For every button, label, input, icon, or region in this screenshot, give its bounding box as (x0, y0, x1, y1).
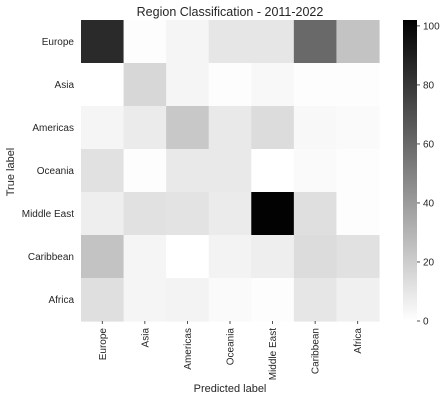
x-tick-label: Africa (353, 328, 364, 354)
heatmap-cell-4-6 (336, 192, 380, 236)
heatmap-cell-4-1 (123, 192, 167, 236)
heatmap-cell-3-5 (293, 149, 338, 193)
heatmap-cell-3-4 (251, 149, 295, 193)
colorbar-tick-label: 20 (423, 257, 435, 268)
x-tick-labels: Europe Asia Americas Oceania Middle East Cari… (98, 321, 364, 380)
x-tick-label: Oceania (226, 328, 237, 366)
x-axis-label: Predicted label (194, 383, 267, 395)
heatmap-cell-5-2 (166, 235, 210, 279)
heatmap-cell-2-4 (251, 106, 295, 150)
heatmap-cell-4-5 (293, 192, 338, 236)
heatmap-cell-3-0 (81, 149, 125, 193)
y-tick-label: Middle East (22, 209, 74, 220)
colorbar-tick-label: 60 (423, 139, 435, 150)
x-tick-label: Caribbean (311, 328, 322, 374)
heatmap-cell-2-3 (208, 106, 252, 150)
heatmap-cell-2-2 (166, 106, 210, 150)
colorbar-tick-label: 100 (423, 21, 440, 32)
heatmap-cell-5-6 (336, 235, 380, 279)
heatmap-cell-4-4 (251, 192, 295, 236)
heatmap-cell-1-1 (123, 63, 167, 107)
heatmap-cell-0-1 (123, 20, 167, 64)
heatmap-cell-3-2 (166, 149, 210, 193)
x-tick-label: Asia (140, 328, 151, 348)
heatmap-cell-4-3 (208, 192, 252, 236)
colorbar-tick-label: 80 (423, 80, 435, 91)
heatmap-cell-3-6 (336, 149, 380, 193)
heatmap-cell-5-5 (293, 235, 338, 279)
y-tick-label: Africa (48, 295, 74, 306)
y-axis-label: True label (5, 148, 17, 197)
y-tick-label: Asia (55, 80, 75, 91)
heatmap-cell-3-3 (208, 149, 252, 193)
chart-title: Region Classification - 2011-2022 (137, 5, 324, 19)
heatmap-cell-2-1 (123, 106, 167, 150)
heatmap-cell-5-0 (81, 235, 125, 279)
heatmap-cell-5-4 (251, 235, 295, 279)
heatmap-cell-1-4 (251, 63, 295, 107)
heatmap-cell-6-6 (336, 278, 380, 322)
heatmap-cell-0-2 (166, 20, 210, 64)
x-tick-label: Americas (183, 328, 194, 370)
heatmap-cell-1-5 (293, 63, 338, 107)
y-tick-labels: Europe Asia Americas Oceania Middle East Cari… (22, 37, 75, 306)
y-tick-label: Americas (32, 123, 74, 134)
heatmap-cell-5-1 (123, 235, 167, 279)
colorbar-tick-label: 40 (423, 198, 435, 209)
heatmap-cell-6-5 (293, 278, 338, 322)
heatmap-cell-1-3 (208, 63, 252, 107)
heatmap-cell-6-0 (81, 278, 125, 322)
heatmap-cell-0-4 (251, 20, 295, 64)
heatmap-cells (81, 20, 380, 322)
heatmap-cell-4-2 (166, 192, 210, 236)
heatmap-cell-0-0 (81, 20, 125, 64)
heatmap-cell-6-2 (166, 278, 210, 322)
heatmap-cell-3-1 (123, 149, 167, 193)
heatmap-cell-1-0 (81, 63, 125, 107)
heatmap-cell-0-5 (293, 20, 338, 64)
heatmap-cell-2-6 (336, 106, 380, 150)
colorbar: 0 20 40 60 80 100 (403, 20, 440, 328)
x-tick-label: Middle East (268, 328, 279, 380)
heatmap-cell-4-0 (81, 192, 125, 236)
heatmap-cell-6-4 (251, 278, 295, 322)
heatmap-cell-1-6 (336, 63, 380, 107)
heatmap-cell-5-3 (208, 235, 252, 279)
y-tick-label: Caribbean (28, 252, 74, 263)
heatmap-cell-1-2 (166, 63, 210, 107)
heatmap-cell-2-0 (81, 106, 125, 150)
heatmap-cell-0-3 (208, 20, 252, 64)
colorbar-tick-label: 0 (423, 317, 429, 328)
heatmap-cell-6-1 (123, 278, 167, 322)
y-tick-label: Oceania (37, 166, 75, 177)
heatmap-cell-6-3 (208, 278, 252, 322)
colorbar-gradient (403, 20, 417, 321)
heatmap-cell-0-6 (336, 20, 380, 64)
y-tick-label: Europe (42, 37, 75, 48)
heatmap-cell-2-5 (293, 106, 338, 150)
x-tick-label: Europe (98, 328, 109, 361)
